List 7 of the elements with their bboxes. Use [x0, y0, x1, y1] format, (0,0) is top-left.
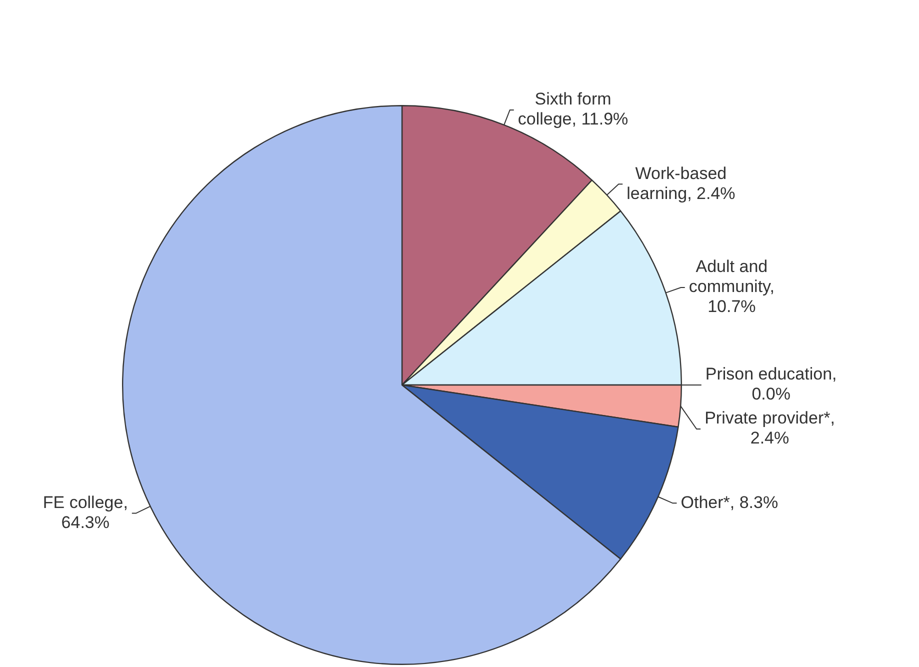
slice-label: Adult and community, 10.7% [688, 257, 775, 316]
slice-label: Private provider*, 2.4% [704, 408, 835, 448]
slice-label: Work-based learning, 2.4% [626, 164, 736, 203]
legend-label: Prison education, 0.0% [705, 364, 837, 404]
slice-label: Other*, 8.3% [680, 492, 778, 512]
slice-label: FE college, 64.3% [42, 492, 128, 532]
slice-label: Sixth form college, 11.9% [518, 90, 628, 129]
